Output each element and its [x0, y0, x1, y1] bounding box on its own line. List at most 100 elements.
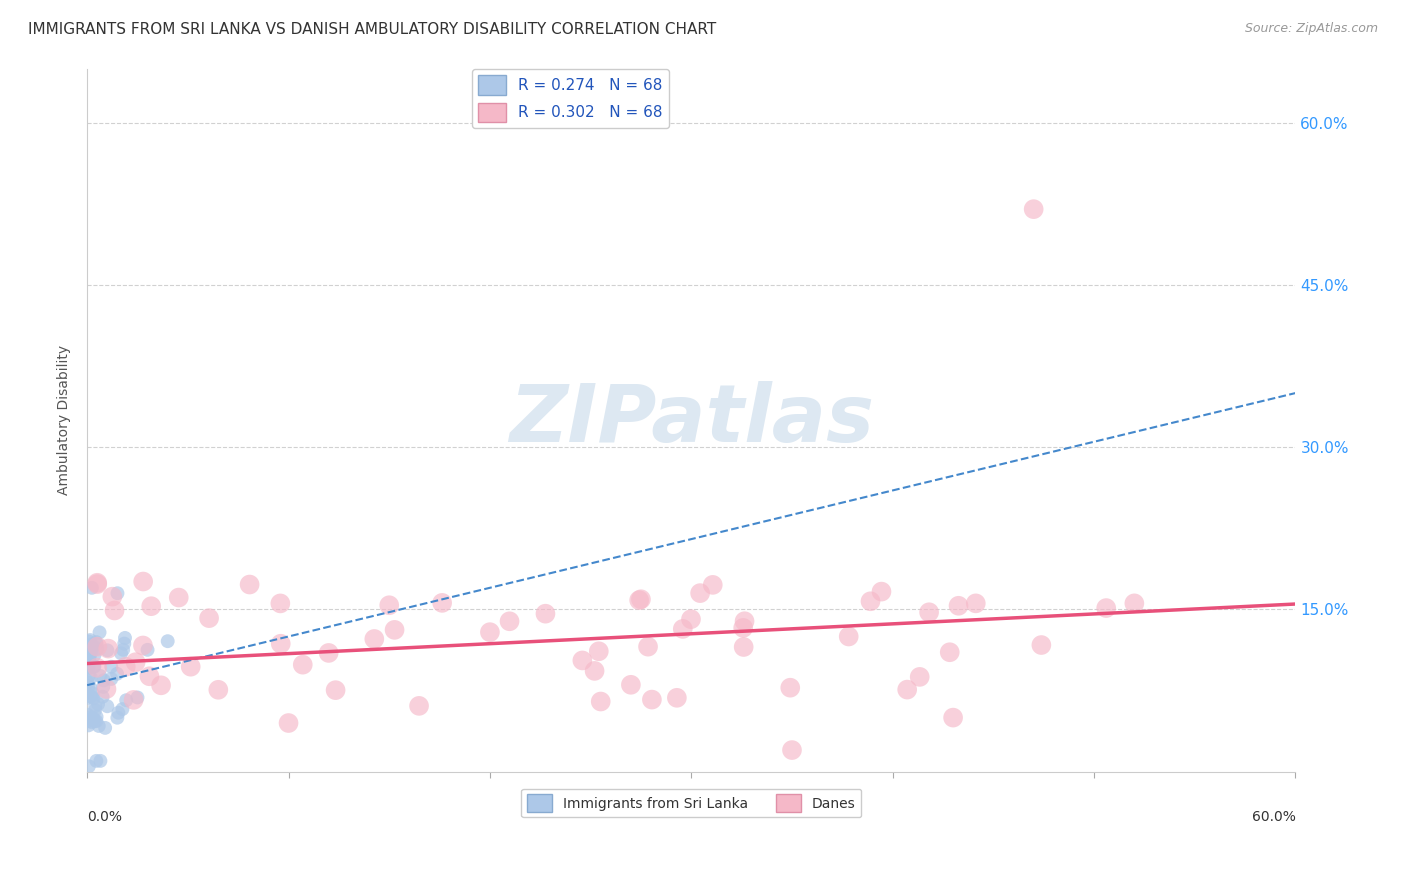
Point — [79, 633, 101, 648]
Point — [378, 599, 401, 613]
Point — [1095, 601, 1118, 615]
Point — [80, 643, 103, 657]
Point — [91, 680, 114, 694]
Point — [77, 661, 100, 675]
Point — [76, 707, 98, 722]
Point — [112, 642, 135, 657]
Point — [672, 622, 695, 636]
Point — [363, 632, 385, 646]
Point — [111, 702, 134, 716]
Point — [83, 659, 105, 673]
Point — [84, 699, 107, 714]
Point — [100, 672, 122, 686]
Point — [733, 621, 755, 635]
Point — [132, 574, 155, 589]
Point — [77, 634, 100, 648]
Point — [91, 690, 114, 704]
Point — [80, 681, 103, 696]
Point — [132, 639, 155, 653]
Point — [896, 682, 918, 697]
Point — [156, 634, 179, 648]
Point — [86, 754, 108, 768]
Point — [665, 690, 688, 705]
Point — [79, 650, 101, 665]
Point — [430, 596, 453, 610]
Point — [80, 638, 103, 652]
Point — [780, 743, 803, 757]
Point — [908, 670, 931, 684]
Point — [76, 648, 98, 662]
Point — [859, 594, 882, 608]
Point — [1031, 638, 1053, 652]
Point — [588, 644, 610, 658]
Point — [79, 642, 101, 657]
Point — [77, 718, 100, 732]
Point — [84, 703, 107, 717]
Point — [107, 586, 129, 600]
Point — [277, 716, 299, 731]
Point — [198, 611, 221, 625]
Point — [83, 714, 105, 729]
Point — [1022, 202, 1045, 216]
Point — [207, 682, 229, 697]
Point — [93, 673, 115, 688]
Point — [77, 652, 100, 666]
Point — [136, 642, 159, 657]
Point — [77, 714, 100, 728]
Point — [167, 591, 190, 605]
Point — [114, 631, 136, 645]
Point — [948, 599, 970, 613]
Point — [408, 698, 430, 713]
Point — [100, 659, 122, 673]
Point — [79, 710, 101, 724]
Point — [870, 584, 893, 599]
Point — [86, 640, 108, 654]
Point — [96, 643, 118, 657]
Point — [291, 657, 314, 672]
Point — [733, 640, 755, 654]
Point — [325, 683, 347, 698]
Point — [239, 577, 262, 591]
Point — [77, 680, 100, 694]
Point — [86, 575, 108, 590]
Point — [96, 681, 118, 696]
Point — [77, 650, 100, 665]
Point — [83, 648, 105, 662]
Point — [80, 671, 103, 685]
Point — [478, 625, 501, 640]
Point — [101, 590, 124, 604]
Point — [79, 690, 101, 704]
Point — [127, 690, 149, 705]
Point — [105, 711, 128, 725]
Point — [122, 693, 145, 707]
Point — [110, 646, 132, 660]
Text: 60.0%: 60.0% — [1251, 810, 1295, 824]
Point — [84, 635, 107, 649]
Point — [534, 607, 557, 621]
Point — [637, 640, 659, 654]
Point — [114, 659, 136, 673]
Point — [702, 578, 724, 592]
Point — [628, 593, 651, 607]
Point — [620, 678, 643, 692]
Point — [77, 652, 100, 666]
Point — [82, 691, 104, 706]
Point — [86, 641, 108, 656]
Point — [89, 625, 111, 640]
Point — [76, 646, 98, 660]
Point — [76, 675, 98, 690]
Point — [965, 596, 987, 610]
Point — [938, 645, 960, 659]
Text: 0.0%: 0.0% — [87, 810, 122, 824]
Point — [94, 721, 117, 735]
Point — [583, 664, 606, 678]
Point — [180, 659, 202, 673]
Point — [105, 666, 128, 681]
Point — [124, 655, 146, 669]
Text: Source: ZipAtlas.com: Source: ZipAtlas.com — [1244, 22, 1378, 36]
Point — [679, 612, 702, 626]
Point — [1123, 596, 1146, 610]
Point — [80, 715, 103, 730]
Point — [141, 599, 163, 614]
Point — [77, 759, 100, 773]
